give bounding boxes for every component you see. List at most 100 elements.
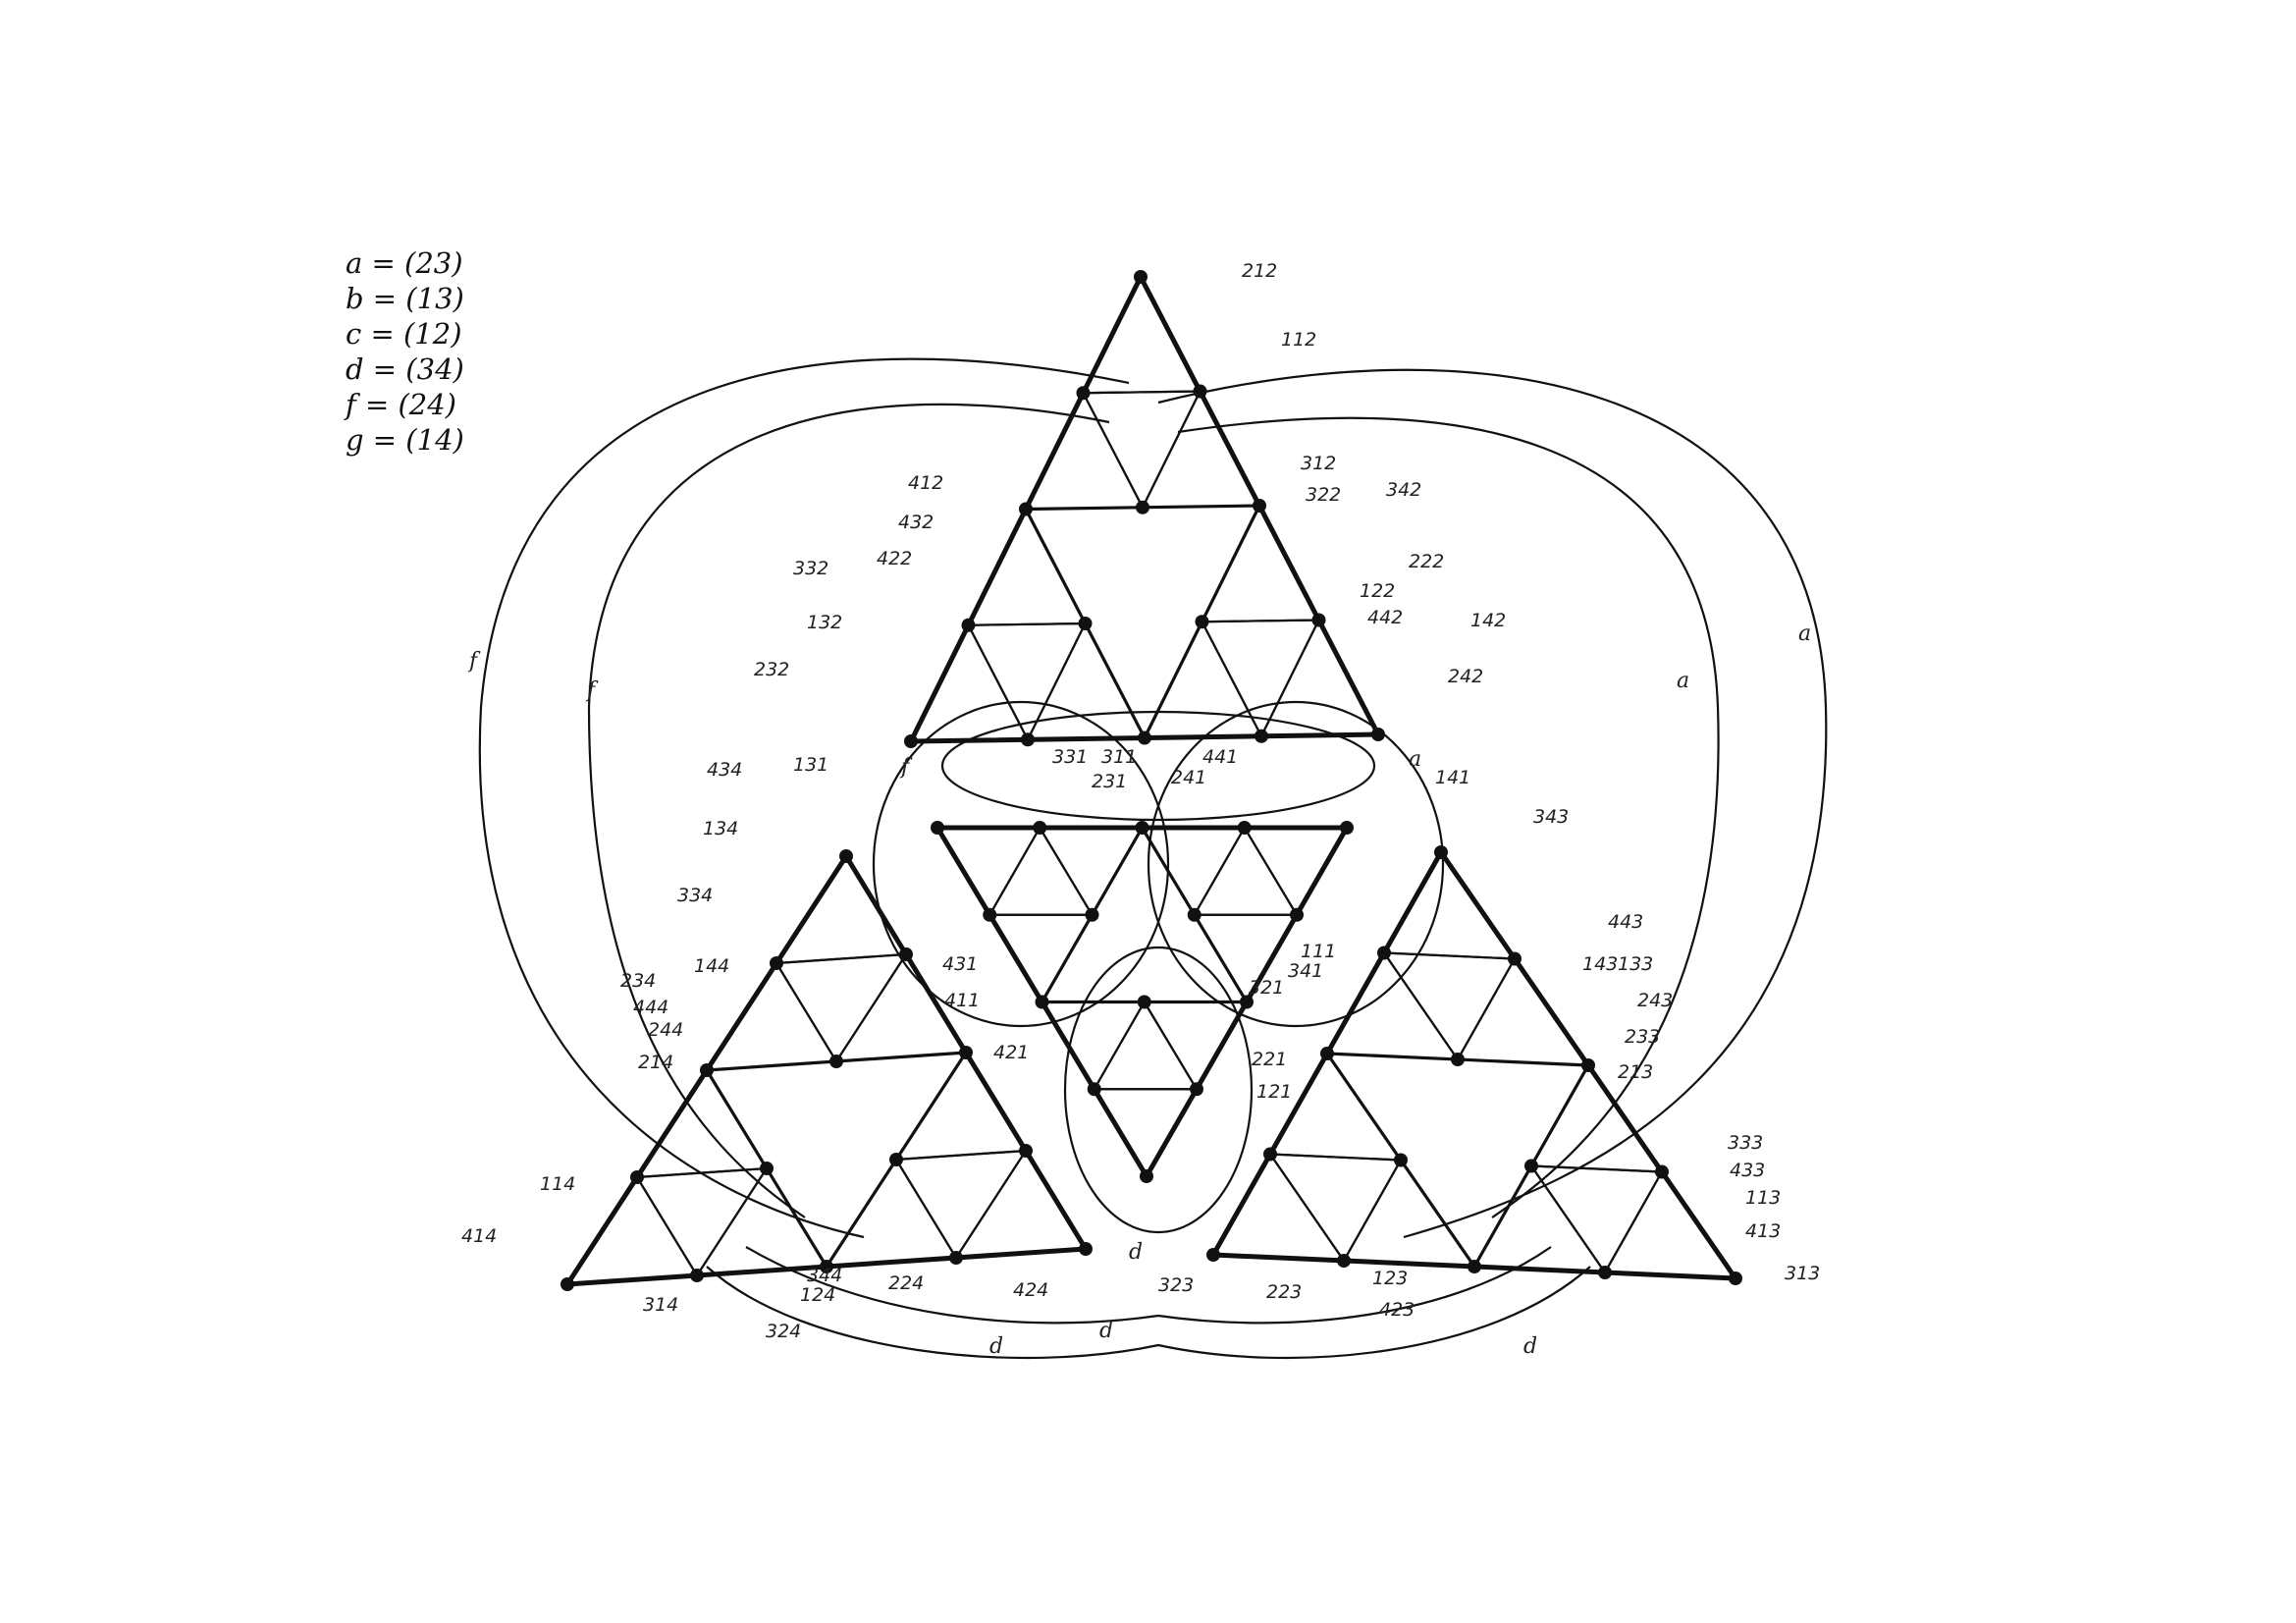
node-label-241: 241 xyxy=(1171,767,1206,788)
center-loop-bottom xyxy=(1063,946,1254,1234)
legend-a: a = (23) xyxy=(346,246,463,280)
node-label-342: 342 xyxy=(1386,479,1421,501)
node-label-212: 212 xyxy=(1242,260,1277,282)
node-label-332: 332 xyxy=(793,558,828,579)
triangle-top-c-c xyxy=(1259,618,1380,737)
edge-letter-d: d xyxy=(1129,1240,1143,1265)
node-label-242: 242 xyxy=(1448,666,1483,687)
node-label-422: 422 xyxy=(877,548,912,569)
node-label-421: 421 xyxy=(993,1042,1029,1063)
triangle-right-corner-0 xyxy=(1434,845,1448,859)
triangle-top-c-a xyxy=(1200,503,1321,623)
triangle-center-c-c xyxy=(1242,826,1349,917)
triangle-center-corner-2 xyxy=(1340,821,1354,835)
node-label-313: 313 xyxy=(1785,1263,1820,1284)
triangle-center-c-b xyxy=(1192,913,1299,1004)
node-label-443: 443 xyxy=(1608,911,1643,933)
node-label-112: 112 xyxy=(1281,329,1316,351)
outer-loops xyxy=(478,357,1828,1360)
triangle-top-corner-0 xyxy=(1134,270,1148,284)
node-label-244: 244 xyxy=(648,1019,683,1041)
generator-legend: a = (23)b = (13)c = (12)d = (34)f = (24)… xyxy=(344,246,464,457)
node-label-414: 414 xyxy=(461,1225,497,1247)
triangle-left-b-b xyxy=(564,1174,699,1286)
triangle-top-a-inner xyxy=(1081,390,1202,511)
triangle-left-c-a xyxy=(893,1050,1028,1162)
triangle-right-c-a xyxy=(1529,1062,1665,1173)
outer-loop-d-bottom-2 xyxy=(745,1246,1552,1325)
triangle-center-a-c xyxy=(1038,826,1145,917)
node-label-142: 142 xyxy=(1470,610,1506,631)
node-label-224: 224 xyxy=(888,1272,924,1294)
node-label-314: 314 xyxy=(643,1294,678,1316)
triangle-left-b xyxy=(565,1068,828,1286)
node-label-131: 131 xyxy=(793,754,828,776)
node-label-413: 413 xyxy=(1745,1220,1781,1242)
node-label-141: 141 xyxy=(1435,767,1470,788)
triangle-right-c-c xyxy=(1603,1169,1738,1280)
triangle-left-a xyxy=(705,854,968,1072)
triangle-right-c xyxy=(1472,1063,1737,1280)
node-label-433: 433 xyxy=(1730,1160,1765,1181)
node-label-123: 123 xyxy=(1372,1268,1408,1289)
node-label-434: 434 xyxy=(707,759,742,781)
node-label-134: 134 xyxy=(703,818,738,839)
triangle-left-a-b xyxy=(704,960,838,1072)
triangle-left-corner-2 xyxy=(1079,1242,1093,1256)
node-label-143: 143 xyxy=(1582,953,1618,975)
triangle-right-b-inner xyxy=(1267,1153,1403,1264)
node-label-124: 124 xyxy=(800,1284,835,1306)
node-label-432: 432 xyxy=(898,512,934,533)
node-label-113: 113 xyxy=(1745,1187,1781,1209)
node-label-334: 334 xyxy=(677,885,713,906)
node-label-441: 441 xyxy=(1202,746,1238,768)
legend-g: g = (14) xyxy=(346,423,464,457)
node-label-442: 442 xyxy=(1367,607,1403,628)
node-label-132: 132 xyxy=(807,612,842,633)
triangle-left-c xyxy=(825,1051,1088,1269)
node-label-122: 122 xyxy=(1360,580,1395,602)
edge-letter-a: a xyxy=(1677,669,1689,693)
node-label-114: 114 xyxy=(540,1173,575,1195)
edge-letter-f: f xyxy=(467,649,481,674)
outer-loop-d-bottom xyxy=(706,1266,1591,1360)
triangle-top-a-a xyxy=(1081,274,1202,395)
node-label-222: 222 xyxy=(1409,551,1444,572)
triangle-left-c-inner xyxy=(894,1149,1029,1261)
triangle-center-b-c xyxy=(1142,1001,1249,1092)
edge-letter-a: a xyxy=(1409,747,1421,772)
node-label-341: 341 xyxy=(1288,960,1323,982)
triangle-top-b-b xyxy=(909,622,1030,743)
triangle-left-corner-1 xyxy=(561,1277,574,1291)
node-label-444: 444 xyxy=(633,997,668,1018)
node-label-144: 144 xyxy=(694,955,729,977)
triangle-left-a-c xyxy=(833,951,968,1063)
edge-letters: f f a a d d d a d f xyxy=(467,622,1811,1359)
triangle-left-a-inner xyxy=(774,952,909,1064)
triangle-right-a xyxy=(1325,850,1590,1067)
node-label-321: 321 xyxy=(1249,977,1284,999)
legend-f: f = (24) xyxy=(344,388,456,421)
triangle-left-b-c xyxy=(694,1165,828,1277)
triangle-left-b-a xyxy=(634,1067,769,1179)
center-loop-right xyxy=(1147,700,1445,1028)
node-label-423: 423 xyxy=(1379,1299,1415,1321)
triangle-left-inner xyxy=(705,1051,969,1270)
node-label-213: 213 xyxy=(1618,1061,1653,1083)
node-label-221: 221 xyxy=(1252,1049,1287,1070)
triangle-left-b-inner xyxy=(635,1166,770,1278)
node-label-343: 343 xyxy=(1533,806,1569,828)
triangle-center-b-inner xyxy=(1092,1000,1199,1091)
node-label-231: 231 xyxy=(1092,771,1127,792)
triangle-top-b-a xyxy=(966,507,1088,626)
edge-letter-d: d xyxy=(1523,1334,1537,1359)
node-label-322: 322 xyxy=(1306,484,1341,506)
node-label-234: 234 xyxy=(620,970,656,992)
triangle-top-corner-2 xyxy=(1371,728,1385,741)
outer-loop-a-right xyxy=(1157,368,1828,1239)
triangle-top-c-b xyxy=(1143,619,1263,739)
outer-loop-a-inner xyxy=(1177,416,1720,1218)
triangle-center-c-inner xyxy=(1192,825,1299,916)
edge-letter-f: f xyxy=(585,678,599,703)
